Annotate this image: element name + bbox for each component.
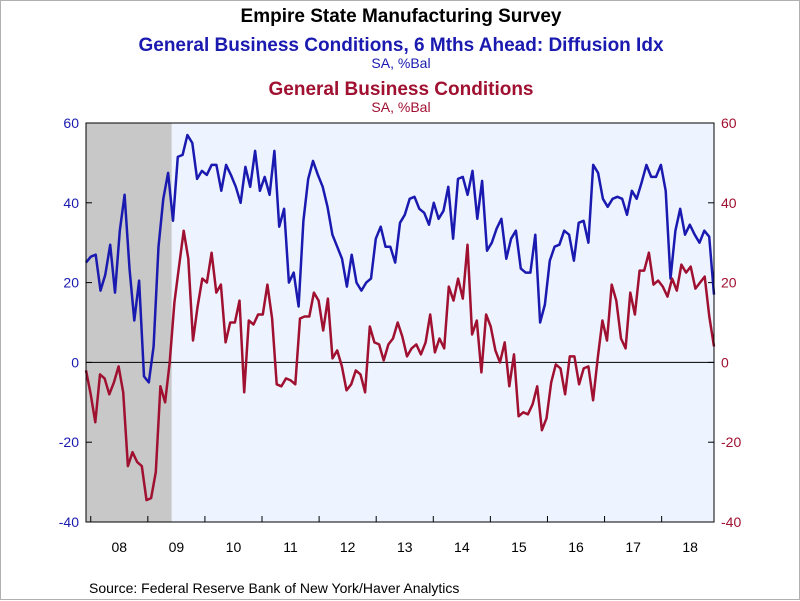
x-tick-label: 09 xyxy=(169,539,185,555)
x-tick-label: 15 xyxy=(511,539,527,555)
right-tick-label: 40 xyxy=(721,195,737,211)
axis-labels: -40 -20 0 20 40 60 -40 -20 0 20 40 60 08 09 10 11 12 13 14… xyxy=(59,115,742,555)
plot-border xyxy=(85,122,715,523)
x-tick-label: 08 xyxy=(111,539,127,555)
x-tick-label: 16 xyxy=(568,539,584,555)
series-title-red: General Business Conditions xyxy=(269,79,534,100)
series-title-blue: General Business Conditions, 6 Mths Ahea… xyxy=(138,35,663,56)
right-tick-label: 0 xyxy=(721,354,729,370)
right-tick-label: 60 xyxy=(721,115,737,131)
left-tick-label: 60 xyxy=(63,115,79,131)
right-tick-label: -40 xyxy=(721,514,741,530)
x-tick-label: 17 xyxy=(625,539,641,555)
left-tick-label: 40 xyxy=(63,195,79,211)
x-tick-label: 12 xyxy=(340,539,356,555)
left-tick-label: 0 xyxy=(71,354,79,370)
left-tick-label: -20 xyxy=(59,434,79,450)
chart-title: Empire State Manufacturing Survey xyxy=(241,6,562,27)
left-tick-label: -40 xyxy=(59,514,79,530)
left-tick-label: 20 xyxy=(63,275,79,291)
series-lines xyxy=(84,133,716,502)
series-units-red: SA, %Bal xyxy=(371,99,430,115)
x-tick-label: 18 xyxy=(682,539,698,555)
right-tick-label: -20 xyxy=(721,434,741,450)
x-tick-label: 10 xyxy=(226,539,242,555)
x-tick-label: 11 xyxy=(283,539,298,555)
series-units-blue: SA, %Bal xyxy=(371,55,430,71)
series-line-general-business-conditions xyxy=(84,229,716,502)
series-line-6mths-ahead xyxy=(85,133,716,384)
source-note: Source: Federal Reserve Bank of New York… xyxy=(89,580,459,596)
right-tick-label: 20 xyxy=(721,275,737,291)
x-tick-label: 14 xyxy=(454,539,470,555)
x-tick-label: 13 xyxy=(397,539,413,555)
